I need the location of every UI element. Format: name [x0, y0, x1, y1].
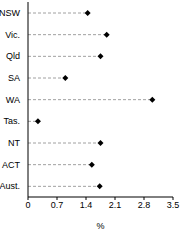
svg-text:1.4: 1.4	[80, 200, 93, 210]
svg-text:0: 0	[25, 200, 30, 210]
svg-text:NT: NT	[8, 138, 20, 148]
svg-text:Aust.: Aust.	[8, 181, 20, 191]
svg-text:Qld: Qld	[8, 51, 20, 61]
svg-text:WA: WA	[8, 95, 20, 105]
svg-text:Tas.: Tas.	[8, 116, 20, 126]
svg-text:%: %	[96, 221, 104, 231]
svg-text:0.7: 0.7	[51, 200, 64, 210]
svg-text:2.1: 2.1	[109, 200, 122, 210]
svg-text:ACT: ACT	[8, 160, 21, 170]
svg-text:SA: SA	[8, 73, 20, 83]
svg-text:NSW: NSW	[8, 8, 21, 18]
svg-text:3.5: 3.5	[167, 200, 173, 210]
svg-text:2.8: 2.8	[138, 200, 151, 210]
svg-text:Vic.: Vic.	[8, 30, 20, 40]
